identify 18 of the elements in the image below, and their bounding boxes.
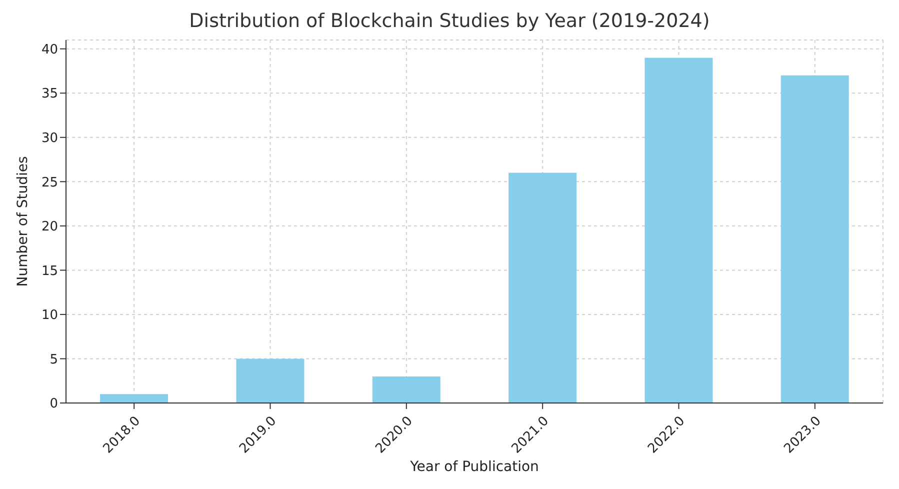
y-tick-label: 25 bbox=[41, 175, 58, 190]
bar bbox=[100, 394, 168, 403]
y-tick-label: 15 bbox=[41, 264, 58, 279]
y-tick-label: 0 bbox=[50, 396, 58, 412]
bar bbox=[644, 58, 713, 403]
y-tick-label: 30 bbox=[41, 131, 58, 146]
y-tick-label: 10 bbox=[41, 308, 58, 324]
bar bbox=[780, 75, 849, 403]
y-tick-label: 20 bbox=[41, 220, 58, 235]
bar bbox=[236, 358, 304, 403]
y-axis-title: Number of Studies bbox=[14, 156, 31, 287]
y-tick-label: 35 bbox=[41, 86, 58, 102]
bar bbox=[508, 172, 577, 403]
y-tick-label: 5 bbox=[50, 352, 58, 368]
y-tick-label: 40 bbox=[41, 42, 58, 58]
chart-title: Distribution of Blockchain Studies by Year (2019-2024) bbox=[188, 9, 711, 34]
x-axis-title: Year of Publication bbox=[409, 459, 539, 475]
bar bbox=[372, 376, 440, 403]
